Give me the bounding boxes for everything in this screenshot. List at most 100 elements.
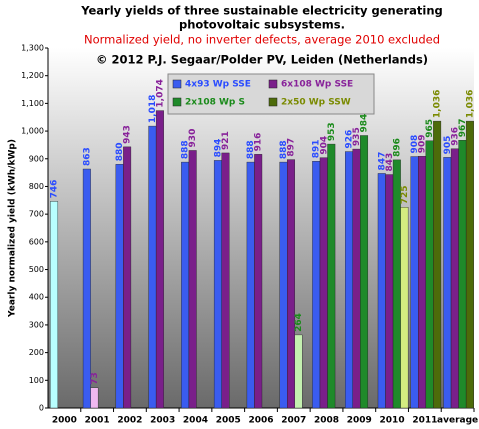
bar [377, 173, 386, 409]
bar [345, 151, 353, 409]
legend-label: 6x108 Wp SSE [281, 80, 353, 90]
bar [50, 201, 59, 409]
value-label: 921 [221, 131, 231, 150]
y-tick-label: 900 [29, 154, 44, 163]
value-label: 1,036 [433, 90, 443, 118]
value-label: 897 [286, 138, 296, 157]
bar [425, 140, 434, 409]
x-tick-label: 2002 [117, 416, 142, 426]
y-axis-label: Yearly normalized yield (kWh/kWp) [8, 139, 18, 318]
legend-swatch [172, 79, 182, 89]
legend-swatch [172, 97, 182, 107]
x-tick-label: 2010 [380, 416, 405, 426]
y-tick-label: 200 [29, 348, 44, 357]
y-tick-label: 500 [29, 265, 44, 274]
x-tick-label: 2009 [347, 416, 372, 426]
y-tick-label: 1,200 [21, 71, 44, 80]
bar [221, 152, 230, 409]
bar [155, 110, 164, 409]
bar [213, 160, 222, 409]
bar [360, 135, 369, 409]
value-label: 965 [425, 119, 435, 138]
value-label: 888 [246, 140, 256, 159]
legend-label: 2x108 Wp S [185, 98, 245, 108]
value-label: 905 [443, 136, 453, 155]
x-tick-label: average [437, 416, 478, 426]
value-label: 908 [410, 135, 420, 154]
value-label: 1,018 [148, 95, 158, 123]
bar [115, 164, 124, 409]
x-tick-label: 2011 [412, 416, 437, 426]
bar [465, 120, 474, 409]
value-label: 73 [90, 372, 100, 385]
x-tick-label: 2004 [183, 416, 208, 426]
bar [385, 174, 394, 409]
value-label: 888 [181, 140, 191, 159]
bar [90, 387, 99, 409]
bar [246, 161, 255, 409]
x-tick-label: 2000 [52, 416, 77, 426]
bar [352, 148, 361, 409]
value-label: 863 [82, 147, 92, 166]
value-label: 909 [418, 134, 428, 153]
y-tick-label: 300 [29, 320, 44, 329]
x-tick-label: 2006 [248, 416, 273, 426]
bar [458, 140, 467, 409]
value-label: 896 [392, 138, 402, 157]
chart-title: Yearly yields of three sustainable elect… [80, 4, 443, 18]
value-label: 943 [123, 125, 133, 144]
y-tick-label: 600 [29, 237, 44, 246]
chart-title-line2: photovoltaic subsystems. [179, 18, 345, 32]
x-tick-label: 2005 [216, 416, 241, 426]
y-tick-label: 800 [29, 182, 44, 191]
y-tick-label: 1,300 [21, 44, 44, 53]
y-tick-label: 400 [29, 293, 44, 302]
bar [418, 156, 427, 409]
x-tick-label: 2008 [314, 416, 339, 426]
value-label: 904 [319, 136, 329, 155]
y-tick-label: 1,100 [21, 99, 44, 108]
bar [279, 161, 288, 409]
bar [327, 143, 336, 409]
bar [287, 159, 295, 409]
bar [294, 334, 303, 409]
value-label: 1,036 [465, 90, 475, 118]
value-label: 894 [213, 139, 223, 158]
x-tick-label: 2007 [281, 416, 306, 426]
bar [443, 157, 452, 409]
bar [312, 161, 321, 409]
bar [181, 161, 190, 409]
bar [433, 120, 442, 409]
value-label: 725 [400, 185, 410, 204]
value-label: 935 [352, 127, 362, 146]
value-label: 967 [458, 118, 468, 137]
value-label: 953 [327, 122, 337, 141]
value-label: 843 [385, 153, 395, 172]
value-label: 930 [188, 129, 198, 148]
bar [123, 146, 132, 409]
value-label: 888 [279, 140, 289, 159]
value-label: 847 [377, 152, 387, 171]
y-tick-label: 0 [39, 404, 44, 413]
x-tick-label: 2001 [85, 416, 110, 426]
chart-subtitle: Normalized yield, no inverter defects, a… [84, 33, 440, 47]
value-label: 936 [450, 127, 460, 146]
y-tick-label: 700 [29, 210, 44, 219]
value-label: 984 [360, 114, 370, 133]
legend-label: 4x93 Wp SSE [185, 80, 251, 90]
x-tick-label: 2003 [150, 416, 175, 426]
value-label: 264 [294, 313, 304, 332]
value-label: 916 [254, 133, 264, 152]
y-tick-label: 100 [29, 376, 44, 385]
copyright: © 2012 P.J. Segaar/Polder PV, Leiden (Ne… [96, 53, 428, 67]
bar [254, 154, 263, 409]
bar [148, 125, 157, 409]
legend-swatch [268, 79, 278, 89]
value-label: 926 [344, 130, 354, 149]
legend-label: 2x50 Wp SSW [281, 98, 351, 108]
value-label: 891 [312, 139, 322, 158]
bar [400, 207, 409, 409]
value-label: 1,074 [155, 79, 165, 107]
value-label: 746 [50, 180, 60, 199]
